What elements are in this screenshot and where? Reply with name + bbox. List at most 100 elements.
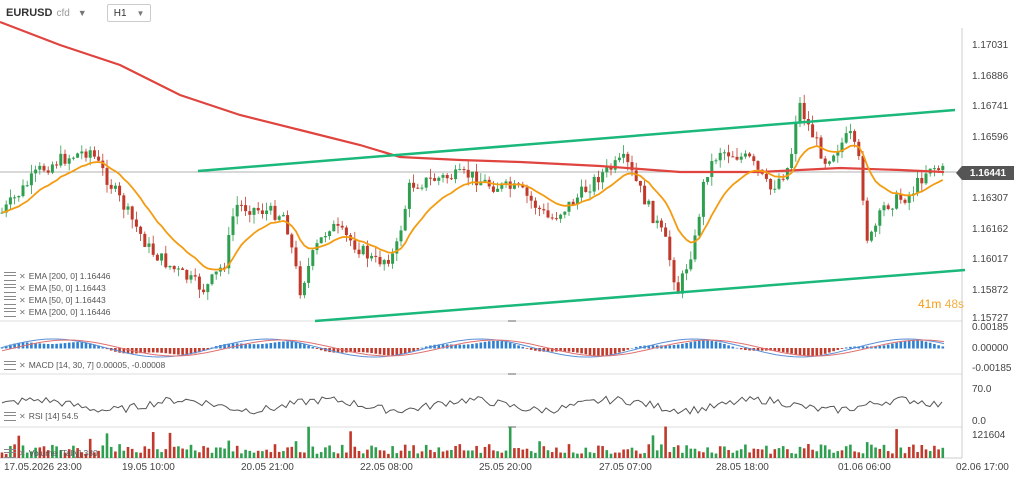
volume-bar [25,452,29,458]
macd-histogram-bar [349,348,352,353]
macd-histogram-bar [101,347,105,349]
time-tick: 28.05 18:00 [716,462,769,473]
macd-histogram-bar [34,342,37,349]
symbol-name[interactable]: EURUSD [6,7,53,19]
volume-bar [156,449,159,458]
macd-histogram-bar [630,347,634,349]
legend-ema-200-b[interactable]: ✕ EMA [200, 0] 1.16446 [4,307,110,317]
candle-body [575,197,579,205]
macd-histogram-bar [706,340,709,349]
macd-histogram-bar [844,347,848,349]
volume-legend[interactable]: ✕ Volume [Tally] 380 [4,448,98,458]
settings-icon[interactable] [4,411,16,421]
candle-body [29,173,33,186]
macd-tick: 0.00185 [972,322,1009,333]
macd-histogram-bar [454,344,457,349]
volume-bar [168,432,172,458]
macd-histogram-bar [395,348,399,356]
candle-body [651,200,655,223]
rsi-legend[interactable]: ✕ RSI [14] 54.5 [4,411,78,421]
candle-body [769,178,773,190]
candle-body [861,156,865,201]
timeframe-select[interactable]: H1 ▼ [106,4,152,22]
macd-histogram-bar [340,348,344,353]
volume-bar [135,452,138,458]
candle-body [790,153,794,169]
settings-icon[interactable] [4,283,16,293]
legend-ema-50-b[interactable]: ✕ EMA [50, 0] 1.16443 [4,295,106,305]
settings-icon[interactable] [4,360,16,370]
volume-bar [647,444,651,458]
candle-body [181,268,185,270]
settings-icon[interactable] [4,448,16,458]
candle-body [643,185,647,205]
countdown-seconds: 48s [944,297,965,311]
candle-body [865,200,869,241]
macd-histogram-bar [836,348,840,350]
macd-histogram-bar [76,342,79,349]
candle-body [269,205,273,211]
macd-histogram-bar [689,342,693,349]
macd-histogram-bar [412,348,415,352]
macd-legend[interactable]: ✕ MACD [14, 30, 7] 0.00005, -0.00008 [4,360,165,370]
volume-bar [51,444,54,458]
candle-body [668,236,672,261]
volume-bar [357,450,361,458]
candle-body [588,191,592,193]
close-icon[interactable]: ✕ [19,271,26,281]
rsi-label: RSI [14] 54.5 [28,411,79,421]
macd-histogram-bar [25,342,29,349]
macd-histogram-bar [525,348,529,349]
volume-bar [63,452,67,458]
candle-body [903,199,907,203]
legend-ema-50-a[interactable]: ✕ EMA [50, 0] 1.16443 [4,283,106,293]
macd-histogram-bar [735,347,739,349]
macd-histogram-bar [781,348,785,352]
volume-bar [399,450,403,458]
candle-body [55,164,59,166]
close-icon[interactable]: ✕ [19,360,26,370]
candle-body [752,156,756,162]
candle-body [88,150,92,158]
volume-bar [823,445,827,458]
candle-body [109,184,113,189]
settings-icon[interactable] [4,307,16,317]
close-icon[interactable]: ✕ [19,283,26,293]
macd-histogram-bar [433,344,436,349]
price-tick: 1.16162 [972,224,1009,235]
volume-bar [97,450,100,458]
symbol-dropdown-icon[interactable]: ▼ [77,8,87,18]
candle-body [17,196,21,198]
volume-bar [844,446,848,458]
volume-bar [219,447,222,458]
candle-body [697,216,701,236]
macd-histogram-bar [122,348,126,354]
candle-body [323,236,327,238]
macd-histogram-bar [903,340,907,349]
macd-histogram-bar [147,348,151,353]
volume-bar [576,453,579,458]
close-icon[interactable]: ✕ [19,411,26,421]
macd-histogram-bar [84,342,88,349]
legend-ema-200-a[interactable]: ✕ EMA [200, 0] 1.16446 [4,271,110,281]
settings-icon[interactable] [4,295,16,305]
candle-body [307,265,311,283]
close-icon[interactable]: ✕ [19,295,26,305]
volume-bar [773,449,777,458]
candle-body [235,204,239,217]
volume-bar [328,445,331,458]
volume-bar [878,448,882,458]
volume-bar [874,447,877,458]
volume-bar [542,446,546,458]
candle-body [706,176,710,182]
close-icon[interactable]: ✕ [19,307,26,317]
close-icon[interactable]: ✕ [19,448,26,458]
volume-bar [571,452,575,458]
macd-histogram-bar [891,343,894,349]
macd-histogram-bar [886,344,890,349]
candle-body [260,210,264,214]
candle-body [118,185,122,196]
settings-icon[interactable] [4,271,16,281]
candle-body [920,177,924,184]
